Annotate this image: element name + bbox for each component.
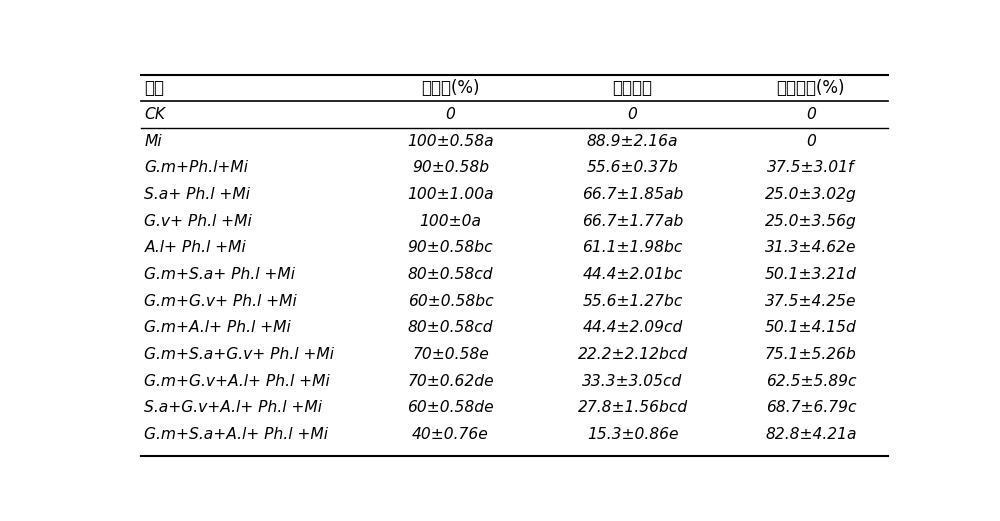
Text: G.m+A.l+ Ph.l +Mi: G.m+A.l+ Ph.l +Mi bbox=[144, 320, 291, 335]
Text: 50.1±4.15d: 50.1±4.15d bbox=[765, 320, 857, 335]
Text: 62.5±5.89c: 62.5±5.89c bbox=[766, 374, 856, 389]
Text: 66.7±1.85ab: 66.7±1.85ab bbox=[582, 187, 683, 202]
Text: 90±0.58b: 90±0.58b bbox=[412, 160, 489, 176]
Text: 22.2±2.12bcd: 22.2±2.12bcd bbox=[578, 347, 688, 362]
Text: 0: 0 bbox=[446, 107, 455, 122]
Text: 相对防效(%): 相对防效(%) bbox=[777, 79, 845, 97]
Text: 25.0±3.02g: 25.0±3.02g bbox=[765, 187, 857, 202]
Text: 66.7±1.77ab: 66.7±1.77ab bbox=[582, 214, 683, 229]
Text: S.a+ Ph.l +Mi: S.a+ Ph.l +Mi bbox=[144, 187, 250, 202]
Text: 37.5±4.25e: 37.5±4.25e bbox=[765, 294, 857, 308]
Text: G.m+G.v+ Ph.l +Mi: G.m+G.v+ Ph.l +Mi bbox=[144, 294, 297, 308]
Text: 0: 0 bbox=[628, 107, 638, 122]
Text: 37.5±3.01f: 37.5±3.01f bbox=[767, 160, 855, 176]
Text: G.m+S.a+G.v+ Ph.l +Mi: G.m+S.a+G.v+ Ph.l +Mi bbox=[144, 347, 334, 362]
Text: 55.6±1.27bc: 55.6±1.27bc bbox=[582, 294, 683, 308]
Text: 100±1.00a: 100±1.00a bbox=[407, 187, 494, 202]
Text: CK: CK bbox=[144, 107, 165, 122]
Text: 发病率(%): 发病率(%) bbox=[421, 79, 480, 97]
Text: G.m+S.a+ Ph.l +Mi: G.m+S.a+ Ph.l +Mi bbox=[144, 267, 295, 282]
Text: 75.1±5.26b: 75.1±5.26b bbox=[765, 347, 857, 362]
Text: 15.3±0.86e: 15.3±0.86e bbox=[587, 427, 678, 442]
Text: 55.6±0.37b: 55.6±0.37b bbox=[587, 160, 679, 176]
Text: S.a+G.v+A.l+ Ph.l +Mi: S.a+G.v+A.l+ Ph.l +Mi bbox=[144, 400, 322, 415]
Text: 25.0±3.56g: 25.0±3.56g bbox=[765, 214, 857, 229]
Text: 61.1±1.98bc: 61.1±1.98bc bbox=[582, 240, 683, 255]
Text: 27.8±1.56bcd: 27.8±1.56bcd bbox=[578, 400, 688, 415]
Text: 100±0.58a: 100±0.58a bbox=[407, 134, 494, 148]
Text: 33.3±3.05cd: 33.3±3.05cd bbox=[582, 374, 683, 389]
Text: A.l+ Ph.l +Mi: A.l+ Ph.l +Mi bbox=[144, 240, 246, 255]
Text: G.m+G.v+A.l+ Ph.l +Mi: G.m+G.v+A.l+ Ph.l +Mi bbox=[144, 374, 330, 389]
Text: 0: 0 bbox=[806, 134, 816, 148]
Text: G.m+Ph.l+Mi: G.m+Ph.l+Mi bbox=[144, 160, 248, 176]
Text: 44.4±2.09cd: 44.4±2.09cd bbox=[582, 320, 683, 335]
Text: 80±0.58cd: 80±0.58cd bbox=[408, 320, 493, 335]
Text: 90±0.58bc: 90±0.58bc bbox=[408, 240, 493, 255]
Text: 80±0.58cd: 80±0.58cd bbox=[408, 267, 493, 282]
Text: G.v+ Ph.l +Mi: G.v+ Ph.l +Mi bbox=[144, 214, 252, 229]
Text: 100±0a: 100±0a bbox=[420, 214, 482, 229]
Text: 50.1±3.21d: 50.1±3.21d bbox=[765, 267, 857, 282]
Text: 88.9±2.16a: 88.9±2.16a bbox=[587, 134, 678, 148]
Text: 60±0.58de: 60±0.58de bbox=[407, 400, 494, 415]
Text: 68.7±6.79c: 68.7±6.79c bbox=[766, 400, 856, 415]
Text: Mi: Mi bbox=[144, 134, 162, 148]
Text: 31.3±4.62e: 31.3±4.62e bbox=[765, 240, 857, 255]
Text: 60±0.58bc: 60±0.58bc bbox=[408, 294, 493, 308]
Text: 0: 0 bbox=[806, 107, 816, 122]
Text: 病情指数: 病情指数 bbox=[613, 79, 653, 97]
Text: 40±0.76e: 40±0.76e bbox=[412, 427, 489, 442]
Text: 处理: 处理 bbox=[144, 79, 164, 97]
Text: 82.8±4.21a: 82.8±4.21a bbox=[765, 427, 857, 442]
Text: G.m+S.a+A.l+ Ph.l +Mi: G.m+S.a+A.l+ Ph.l +Mi bbox=[144, 427, 328, 442]
Text: 70±0.58e: 70±0.58e bbox=[412, 347, 489, 362]
Text: 70±0.62de: 70±0.62de bbox=[407, 374, 494, 389]
Text: 44.4±2.01bc: 44.4±2.01bc bbox=[582, 267, 683, 282]
